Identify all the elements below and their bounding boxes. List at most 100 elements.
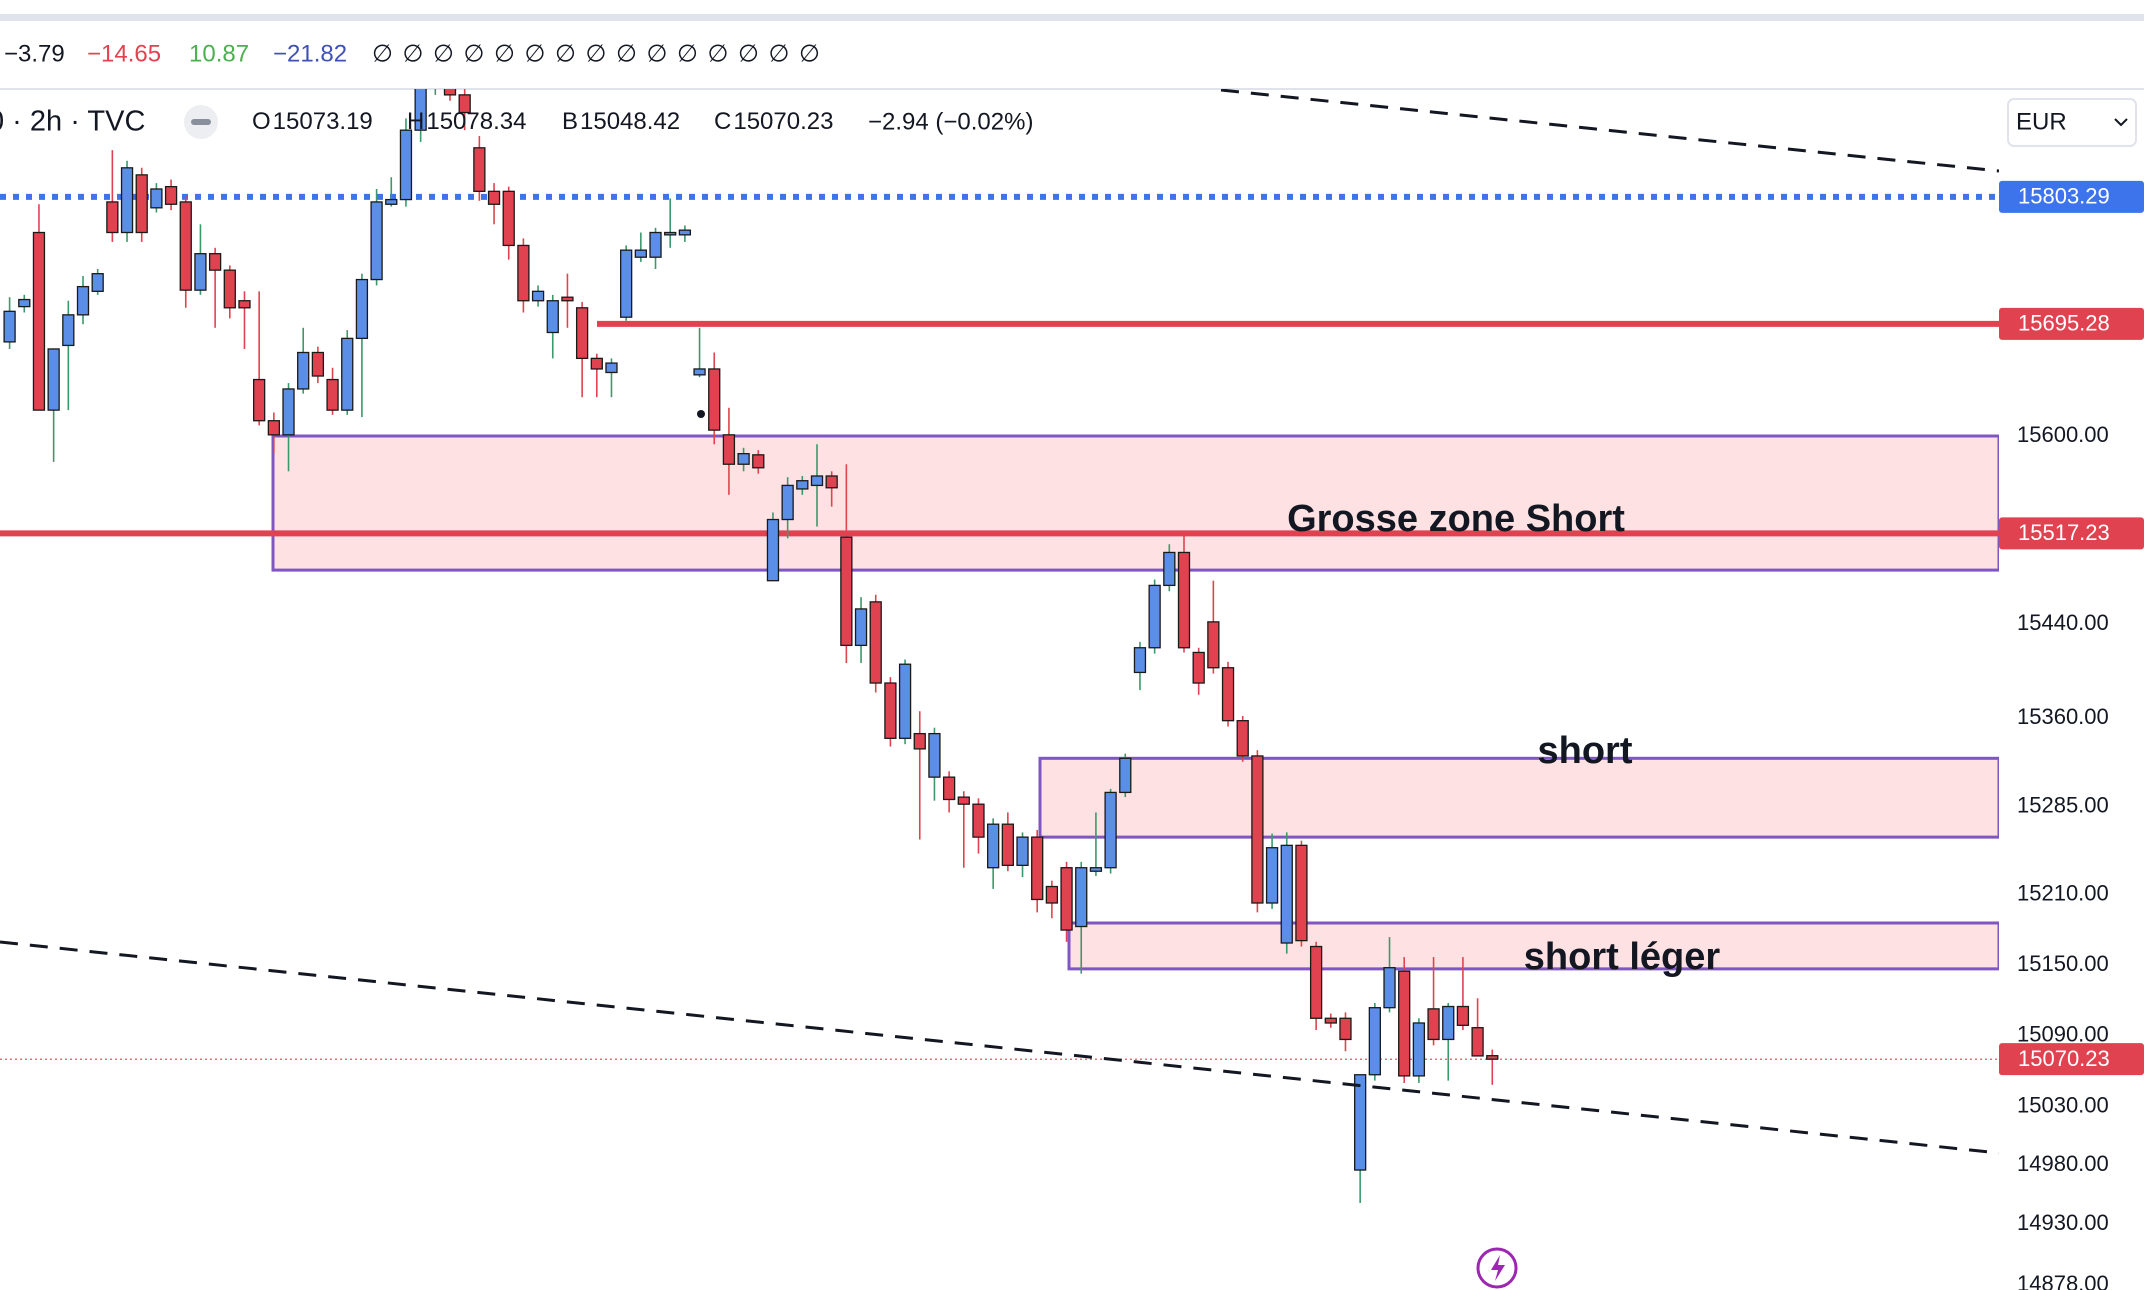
candle-body — [1075, 867, 1088, 928]
empty-value: ∅ — [586, 40, 607, 67]
candle-body — [370, 201, 383, 281]
change: −2.94 (−0.02%) — [868, 108, 1033, 135]
candle-body — [561, 296, 574, 302]
trendline-lower — [0, 940, 1999, 1155]
candle-body — [473, 147, 486, 192]
y-tick-label: 15600.00 — [2017, 422, 2109, 447]
ohlc-key: C — [714, 108, 731, 135]
empty-value: ∅ — [738, 40, 759, 67]
price-tag — [1999, 307, 2144, 340]
candle-body — [620, 249, 633, 318]
chevron — [2114, 118, 2128, 127]
candle-body — [1221, 667, 1235, 722]
candle-body — [590, 357, 603, 370]
price-tag-label: 15695.28 — [2018, 311, 2110, 336]
candle-body — [1324, 1017, 1337, 1024]
candle-body — [634, 249, 647, 258]
empty-value: ∅ — [494, 40, 515, 67]
candle-body — [664, 231, 677, 236]
legend-header: −3.79 −14.65 10.87 −21.82 ∅ ∅ ∅ ∅ ∅ ∅ ∅ ∅ ∅ ∅ ∅ ∅ ∅ ∅ ∅ 0 ·… — [0, 40, 1033, 137]
candle-body — [884, 682, 897, 739]
zone-label: short léger — [1524, 936, 1721, 978]
candle-body — [326, 378, 339, 411]
candle-body — [1280, 844, 1293, 944]
empty-value: ∅ — [799, 40, 820, 67]
candle-body — [1251, 755, 1264, 904]
candle-body — [76, 285, 90, 316]
price-tag-label: 15803.29 — [2018, 184, 2110, 209]
empty-value: ∅ — [677, 40, 698, 67]
candle-body — [928, 732, 941, 778]
candle-body — [517, 244, 530, 302]
ohlc-key: H — [407, 108, 424, 135]
candle-body — [840, 536, 853, 647]
candle-body — [223, 269, 236, 309]
candle-body — [341, 337, 354, 411]
candle-body — [752, 454, 765, 469]
candle-body — [869, 601, 882, 684]
candle-body — [1192, 651, 1205, 684]
marker-dot — [697, 410, 705, 418]
candle-body — [135, 174, 148, 234]
candle-body — [1265, 847, 1279, 904]
candle-body — [1412, 1022, 1426, 1077]
y-tick-label: 14980.00 — [2017, 1151, 2109, 1176]
candle-body — [1442, 1005, 1455, 1041]
candle-body — [91, 273, 104, 292]
zone-label: short — [1538, 730, 1633, 772]
candle-body — [18, 298, 31, 308]
empty-value: ∅ — [616, 40, 637, 67]
plot-area: Grosse zone Short short short léger — [0, 89, 1999, 1203]
candle-body — [164, 185, 178, 205]
candle-body — [825, 475, 838, 489]
y-tick-label: 15090.00 — [2017, 1022, 2109, 1047]
candle-body — [898, 663, 912, 739]
top-strip — [0, 14, 2144, 21]
ohlc-item: O15073.19 — [252, 108, 373, 135]
candle-body — [1486, 1055, 1499, 1060]
candle-body — [1236, 720, 1249, 757]
candle-body — [737, 453, 750, 465]
candle-body — [722, 434, 736, 465]
candle-body — [194, 253, 207, 291]
candle-body — [1427, 1008, 1440, 1041]
indicator-value: −14.65 — [87, 40, 161, 67]
candle-body — [1383, 967, 1396, 1009]
ohlc-item: C15070.23 — [714, 108, 833, 135]
candle-body — [458, 94, 471, 114]
zone — [1038, 756, 1999, 839]
indicator-value: 10.87 — [189, 40, 249, 67]
candle-body — [957, 796, 970, 805]
candle-body — [575, 307, 589, 360]
ohlc-key: O — [252, 108, 271, 135]
candle-body — [1354, 1074, 1367, 1171]
currency-select[interactable]: EUR — [2007, 98, 2137, 147]
price-tags: 15803.29 15695.28 15517.23 15070.23 — [1999, 180, 2144, 1076]
candle-body — [987, 823, 1000, 869]
candle-body — [1119, 757, 1132, 794]
empty-value: ∅ — [403, 40, 424, 67]
collapse-icon — [191, 119, 211, 125]
indicator-value: −3.79 — [4, 40, 65, 67]
candle-body — [443, 89, 457, 96]
candle-body — [546, 300, 559, 334]
empty-value: ∅ — [708, 40, 729, 67]
select-box[interactable] — [2007, 98, 2137, 147]
candle-body — [1368, 1007, 1381, 1076]
ohlc-value: 15070.23 — [733, 108, 833, 135]
candles — [3, 89, 1499, 1203]
candle-body — [1207, 621, 1220, 669]
y-tick-label: 14930.00 — [2017, 1210, 2109, 1235]
candle-body — [649, 231, 662, 258]
y-tick-label: 15030.00 — [2017, 1092, 2109, 1117]
y-tick-label: 15360.00 — [2017, 704, 2109, 729]
candle-body — [253, 378, 266, 422]
candle-body — [708, 368, 721, 431]
event-icon[interactable] — [1476, 1247, 1518, 1289]
currency[interactable]: EUR — [2016, 108, 2067, 135]
candle-body — [385, 198, 398, 205]
candle-body — [399, 129, 413, 201]
candle-body — [238, 300, 251, 309]
